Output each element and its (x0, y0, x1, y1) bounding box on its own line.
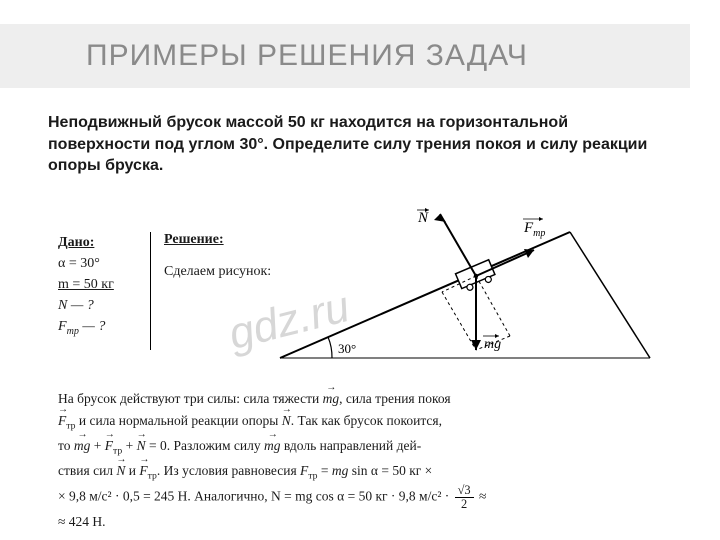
title-bar: ПРИМЕРЫ РЕШЕНИЯ ЗАДАЧ (0, 24, 690, 88)
t13: ≈ 424 Н. (58, 514, 106, 529)
given-block: Дано: α = 30° m = 50 кг N — ? Fтр — ? (58, 232, 146, 339)
t8: ствия сил (58, 463, 116, 478)
solution-area: Дано: α = 30° m = 50 кг N — ? Fтр — ? Ре… (58, 198, 660, 518)
slide: ПРИМЕРЫ РЕШЕНИЯ ЗАДАЧ Неподвижный брусок… (0, 0, 720, 540)
t6: = 0. Разложим силу (149, 438, 264, 453)
fraction: √32 (455, 484, 474, 511)
t5: то (58, 438, 74, 453)
given-header: Дано: (58, 232, 146, 253)
mg-label: mg (484, 337, 501, 352)
t2: , сила трения покоя (339, 391, 450, 406)
N-label: N (417, 210, 429, 226)
problem-statement: Неподвижный брусок массой 50 кг находитс… (48, 112, 668, 177)
given-mass: m = 50 кг (58, 274, 146, 295)
vertical-divider (150, 232, 151, 350)
t7: вдоль направлений дей- (281, 438, 422, 453)
t10: . Из условия равновесия (157, 463, 300, 478)
Ftr-label: Fтр (523, 220, 545, 239)
t12: ≈ (479, 489, 486, 504)
given-N: N — ? (58, 295, 146, 316)
solution-header: Решение: (164, 232, 224, 248)
solution-caption: Сделаем рисунок: (164, 264, 271, 280)
t11: × 9,8 м/с² · 0,5 = 245 Н. Аналогично, N … (58, 489, 453, 504)
t3: и сила нормальной реакции опоры (75, 413, 281, 428)
given-F: Fтр — ? (58, 316, 146, 339)
t4: . Так как брусок покоится, (291, 413, 442, 428)
angle-label: 30° (338, 341, 356, 356)
explanation-text: На брусок действуют три силы: сила тяжес… (58, 388, 660, 534)
slide-title: ПРИМЕРЫ РЕШЕНИЯ ЗАДАЧ (86, 39, 528, 73)
incline-diagram: 30° N Fтр mg (270, 198, 660, 378)
t9: и (125, 463, 139, 478)
given-alpha: α = 30° (58, 253, 146, 274)
